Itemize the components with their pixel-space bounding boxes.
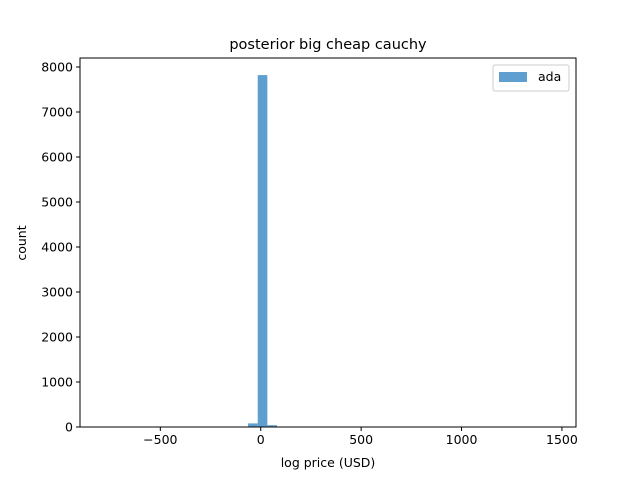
x-tick-label: 500	[349, 432, 373, 447]
histogram-bar	[257, 75, 268, 427]
y-tick-label: 3000	[41, 285, 73, 300]
x-tick-label: 0	[257, 432, 265, 447]
legend-label: ada	[538, 69, 561, 84]
histogram-bar	[248, 423, 258, 427]
x-tick-label: 1000	[446, 432, 478, 447]
plot-frame	[79, 57, 577, 428]
y-tick-label: 1000	[41, 375, 73, 390]
y-tick-label: 0	[65, 420, 73, 435]
histogram-bars	[248, 75, 277, 427]
y-tick-label: 2000	[41, 330, 73, 345]
legend-box	[492, 64, 570, 92]
y-tick-label: 6000	[41, 150, 73, 165]
x-axis-label: log price (USD)	[281, 455, 376, 470]
chart-title: posterior big cheap cauchy	[229, 37, 427, 53]
y-tick-label: 5000	[41, 195, 73, 210]
y-axis-label: count	[14, 225, 29, 260]
x-tick-label: 1500	[546, 432, 578, 447]
legend-swatch	[499, 72, 527, 82]
y-tick-label: 4000	[41, 240, 73, 255]
legend: ada	[492, 64, 570, 92]
axis-ticks: −500 0 500 1000 1500 0 1000 2000 3000 4000 5000 600…	[41, 60, 578, 448]
y-tick-label: 8000	[41, 60, 73, 75]
x-tick-label: −500	[143, 432, 177, 447]
y-tick-label: 7000	[41, 105, 73, 120]
histogram-bar	[267, 425, 277, 427]
